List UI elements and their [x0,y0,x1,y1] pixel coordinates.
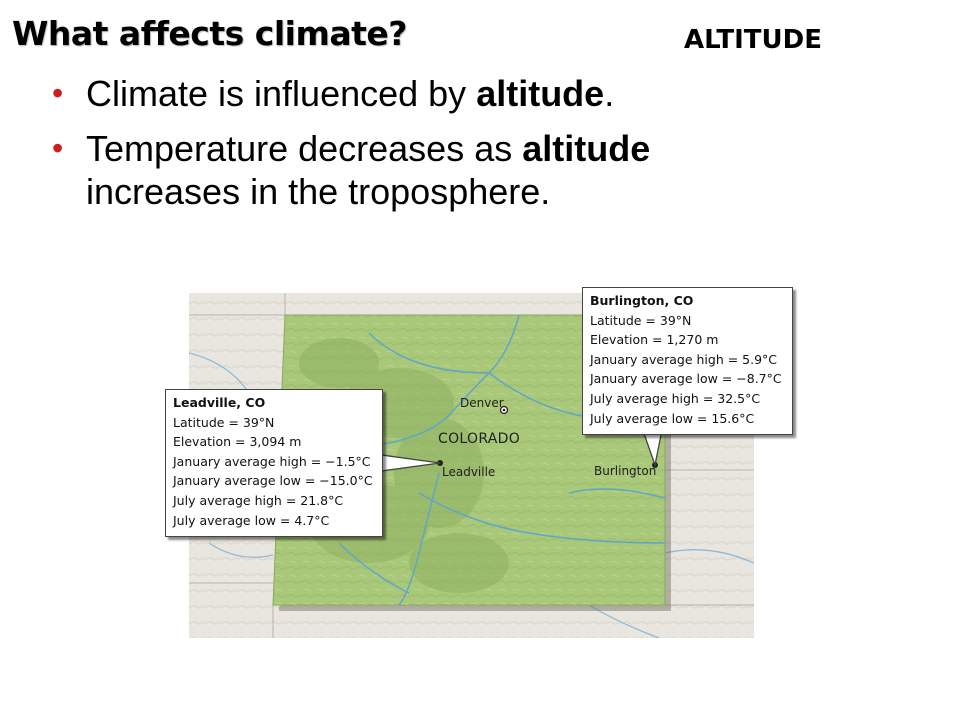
slide-topic: ALTITUDE [684,25,822,55]
callout-line: July average high = 21.8°C [173,492,344,508]
callout-line: January average low = −15.0°C [173,473,373,489]
callout-line: July average high = 32.5°C [590,390,761,406]
bullet-text: Temperature decreases as [86,128,523,169]
bullet-emphasis: altitude [476,73,605,114]
leadville-label: Leadville [442,465,496,479]
burlington-callout: Burlington, CO Latitude = 39°N Elevation… [582,287,793,435]
callout-line: July average low = 15.6°C [590,410,755,426]
bullet-item: • Temperature decreases as altitude incre… [48,127,808,213]
bullet-icon: • [52,75,64,111]
slide-title: What affects climate? [12,14,407,53]
callout-line: January average high = −1.5°C [173,453,371,469]
bullet-text: Climate is influenced by [86,73,477,114]
bullet-emphasis: altitude [522,128,651,169]
bullet-list: • Climate is influenced by altitude. • Tem… [48,72,808,225]
state-label: COLORADO [438,431,521,447]
burlington-label: Burlington [594,464,657,478]
denver-label: Denver [460,396,504,410]
callout-line: January average high = 5.9°C [590,351,778,367]
bullet-text-end: increases in the troposphere. [86,171,551,212]
bullet-item: • Climate is influenced by altitude. [48,72,808,115]
callout-line: July average low = 4.7°C [173,512,330,528]
callout-line: Elevation = 1,270 m [590,332,719,348]
leadville-callout: Leadville, CO Latitude = 39°N Elevation … [165,389,383,537]
callout-line: Latitude = 39°N [590,312,692,328]
callout-title: Burlington, CO [590,293,694,308]
bullet-icon: • [52,130,64,166]
callout-line: Elevation = 3,094 m [173,434,302,450]
bullet-text-end: . [604,73,615,114]
callout-line: Latitude = 39°N [173,414,275,430]
callout-line: January average low = −8.7°C [590,371,782,387]
callout-title: Leadville, CO [173,395,266,410]
